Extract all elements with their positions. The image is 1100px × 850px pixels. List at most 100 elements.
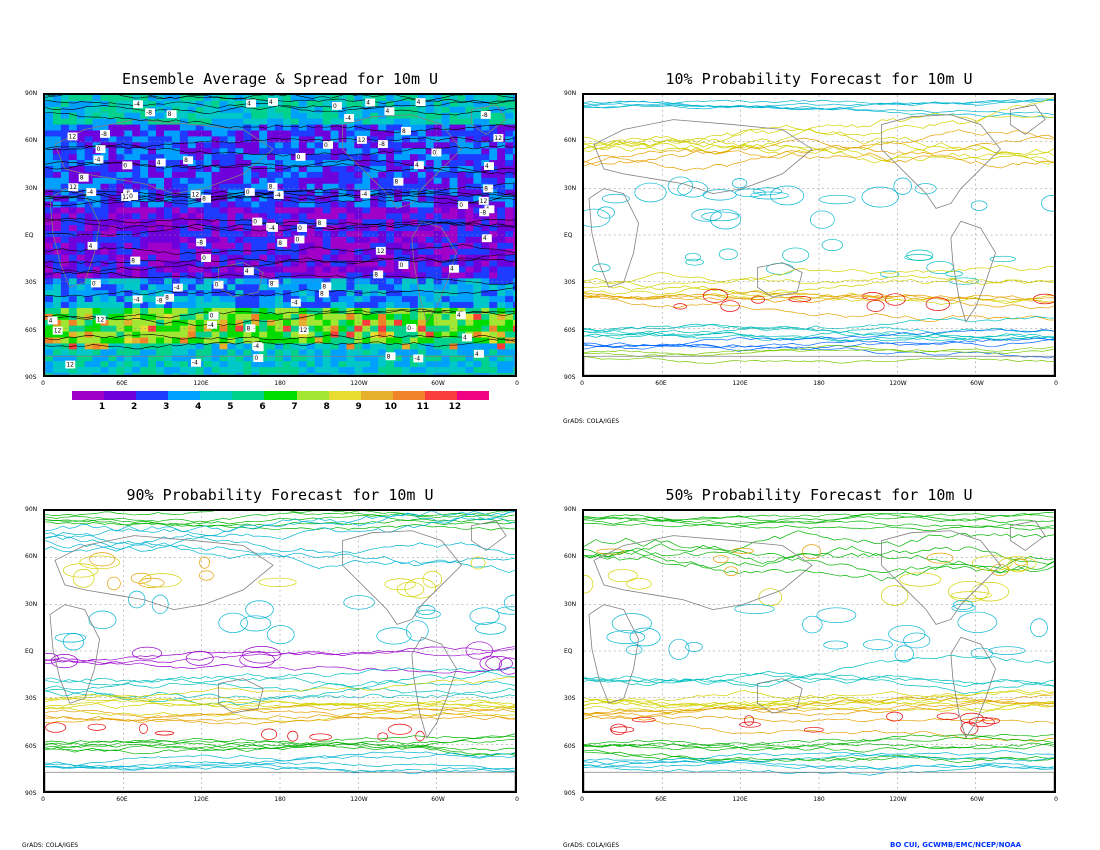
spread-cell: [314, 207, 324, 214]
spread-cell: [338, 207, 347, 214]
spread-cell: [386, 307, 395, 315]
spread-cell: [116, 307, 125, 315]
spread-cell: [346, 160, 355, 167]
spread-cell: [140, 136, 149, 143]
spread-cell: [481, 219, 490, 226]
spread-cell: [298, 201, 308, 208]
spread-cell: [505, 160, 514, 167]
contour-cell: [948, 277, 980, 285]
spread-cell: [251, 260, 260, 268]
spread-cell: [306, 266, 316, 273]
spread-cell: [457, 260, 466, 268]
spread-cell: [513, 349, 515, 356]
spread-cell: [282, 319, 292, 327]
spread-cell: [282, 136, 292, 143]
spread-cell: [124, 302, 133, 309]
spread-cell: [322, 225, 332, 232]
spread-cell: [251, 136, 260, 143]
spread-cell: [60, 349, 70, 356]
lat-label: 30N: [564, 184, 577, 192]
spread-cell: [370, 219, 379, 226]
spread-cell: [68, 343, 78, 350]
spread-cell: [386, 290, 395, 297]
spread-cell: [100, 100, 109, 108]
spread-cell: [290, 183, 300, 191]
spread-cell: [171, 373, 181, 375]
spread-cell: [227, 171, 236, 179]
spread-cell: [171, 124, 181, 131]
spread-cell: [425, 231, 435, 238]
spread-cell: [282, 189, 292, 197]
spread-cell: [505, 313, 514, 321]
spread-cell: [425, 302, 435, 309]
spread-cell: [163, 278, 173, 285]
spread-cell: [433, 307, 443, 315]
spread-cell: [290, 260, 300, 268]
spread-cell: [473, 136, 482, 143]
spread-cell: [465, 106, 474, 114]
spread-cell: [163, 331, 173, 339]
spread-cell: [489, 154, 498, 161]
spread-cell: [163, 266, 173, 273]
contour-cell: [89, 552, 116, 567]
spread-cell: [401, 319, 411, 327]
spread-cell: [84, 319, 94, 327]
contour-label-box: [401, 126, 411, 135]
spread-cell: [513, 337, 515, 344]
contour-label: -8: [379, 141, 385, 148]
spread-cell: [489, 219, 498, 226]
spread-cell: [163, 136, 173, 143]
contour-label-box: [201, 254, 212, 262]
spread-cell: [370, 361, 379, 368]
spread-cell: [251, 231, 260, 238]
spread-cell: [203, 349, 213, 356]
spread-cell: [425, 242, 435, 250]
spread-cell: [187, 213, 197, 220]
spread-cell: [497, 154, 506, 161]
spread-cell: [338, 325, 347, 333]
spread-cell: [267, 195, 276, 202]
contour-cell: [801, 544, 822, 560]
spread-cell: [298, 349, 308, 356]
spread-cell: [322, 165, 332, 173]
spread-cell: [108, 260, 117, 268]
spread-cell: [497, 100, 506, 108]
spread-cell: [132, 236, 141, 244]
spread-cell: [163, 242, 173, 250]
spread-cell: [362, 313, 371, 321]
spread-cell: [140, 171, 149, 179]
spread-cell: [457, 343, 466, 350]
spread-cell: [219, 319, 228, 327]
spread-cell: [441, 355, 451, 362]
spread-cell: [148, 278, 157, 285]
contour-cell: [971, 555, 1013, 571]
spread-cell: [489, 272, 498, 279]
spread-cell: [124, 106, 133, 114]
spread-cell: [45, 154, 54, 161]
contour-cell: [862, 292, 883, 300]
colorbar-label: 3: [163, 402, 170, 412]
spread-cell: [140, 130, 149, 137]
spread-cell: [465, 154, 474, 161]
spread-cell: [203, 278, 213, 285]
spread-cell: [211, 160, 221, 167]
spread-cell: [259, 207, 268, 214]
spread-cell: [76, 307, 86, 315]
spread-cell: [338, 361, 347, 368]
spread-cell: [489, 195, 498, 202]
spread-cell: [52, 307, 62, 315]
spread-cell: [505, 307, 514, 315]
spread-cell: [433, 171, 443, 179]
spread-cell: [473, 154, 482, 161]
spread-cell: [417, 296, 427, 303]
spread-cell: [171, 337, 181, 344]
contour-label: 12: [192, 191, 200, 198]
spread-cell: [370, 95, 379, 102]
spread-cell: [195, 136, 205, 143]
spread-cell: [219, 118, 228, 126]
spread-cell: [330, 337, 339, 344]
spread-cell: [108, 171, 117, 179]
spread-cell: [433, 248, 443, 256]
spread-cell: [116, 272, 125, 279]
spread-cell: [401, 343, 411, 350]
